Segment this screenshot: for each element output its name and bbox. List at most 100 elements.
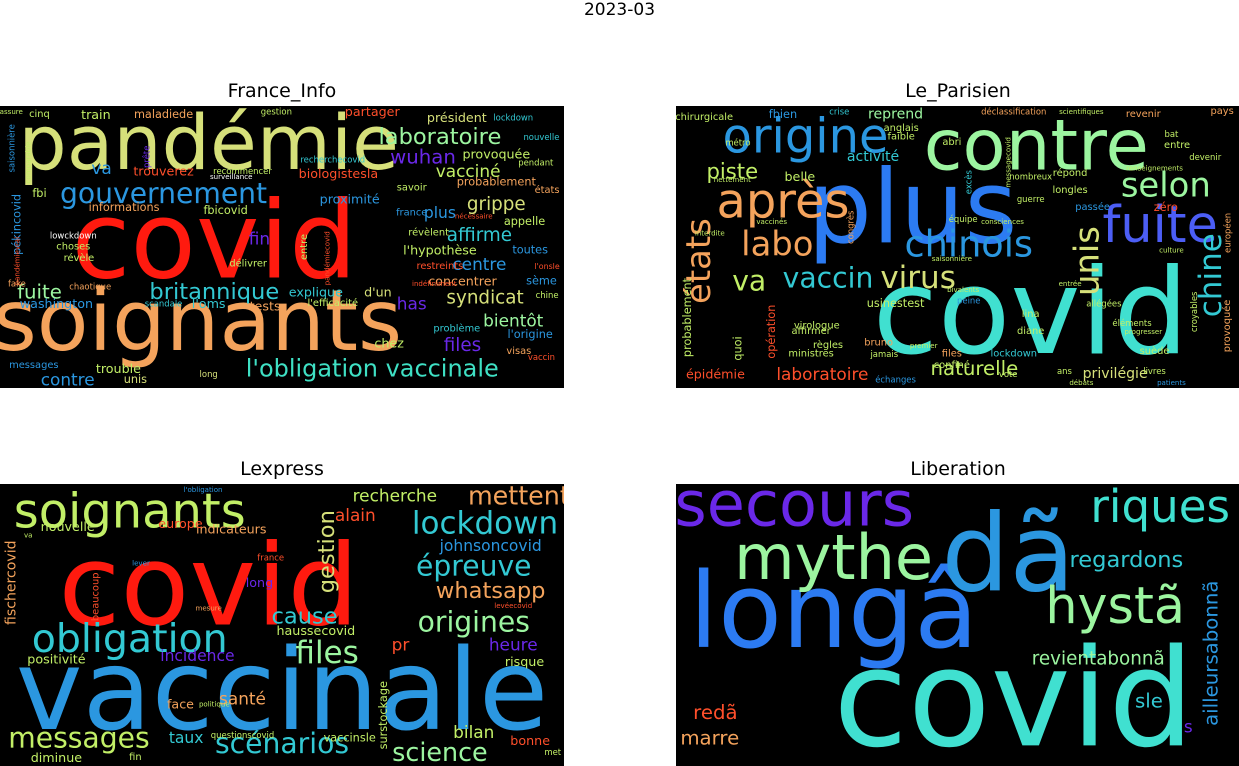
cloud-word: johnsoncovid <box>439 537 542 555</box>
cloud-word: provoquée <box>1221 300 1233 353</box>
cloud-word: plus <box>424 204 456 222</box>
cloud-word: lever <box>132 558 150 567</box>
cloud-word: zéro <box>1154 201 1178 214</box>
cloud-word: messages <box>8 721 149 754</box>
cloud-word: opération <box>765 305 778 359</box>
cloud-word: revientabonnã <box>1032 648 1165 669</box>
cloud-word: métro <box>725 138 750 148</box>
cloud-word: bat <box>1165 129 1180 139</box>
cloud-word: chine <box>1193 233 1229 317</box>
cloud-word: privilégie <box>1083 366 1148 382</box>
cloud-word: abri <box>942 137 961 148</box>
cloud-word: indéfiniment <box>412 279 457 288</box>
wordcloud-france-info: covid pandémie soignants gouvernement britan… <box>0 106 564 388</box>
cloud-word: heure <box>489 635 538 655</box>
cloud-word: face <box>167 696 194 711</box>
cloud-word: naturelle <box>930 357 1018 380</box>
cloud-word: va <box>24 530 33 539</box>
cloud-word: délivrer <box>229 257 268 269</box>
cloud-word: échanges <box>875 375 916 385</box>
cloud-word: lowckdown <box>50 231 97 241</box>
cloud-word: mythe <box>734 521 933 594</box>
cloud-word: pays <box>1210 106 1233 117</box>
cloud-word: vaccinale <box>16 624 549 756</box>
cloud-word: saisonnière <box>932 254 972 263</box>
cloud-word: centre <box>452 254 506 274</box>
cloud-word: s <box>1184 717 1193 737</box>
cloud-word: appelle <box>504 215 545 228</box>
cloud-word: france <box>396 208 427 219</box>
cloud-word: scénarios <box>215 727 349 760</box>
cloud-word: files <box>942 349 962 360</box>
cloud-word: président <box>427 110 487 125</box>
cloud-word: vacciné <box>436 161 501 181</box>
cloud-word: mettent <box>468 484 564 510</box>
panel-title-lexpress: Lexpress <box>240 458 324 480</box>
cloud-word: gouvernement <box>60 177 267 210</box>
cloud-word: soignants <box>14 485 246 540</box>
cloud-word: wuhan <box>390 145 456 168</box>
cloud-word: covid <box>58 520 359 652</box>
cloud-word: lockdown <box>991 349 1038 360</box>
cloud-word: allégées <box>1086 298 1121 308</box>
cloud-word: passée <box>1075 201 1110 213</box>
cloud-word: comparable <box>24 141 33 183</box>
cloud-word: grippe <box>467 194 526 215</box>
cloud-word: washington <box>20 296 93 311</box>
cloud-word: covid <box>833 619 1194 766</box>
cloud-word: restreints <box>417 261 464 272</box>
cloud-word: train <box>81 107 111 122</box>
cloud-word: fuite <box>17 281 62 304</box>
panel-title-france-info: France_Info <box>227 80 337 102</box>
cloud-word: consciences <box>981 217 1024 226</box>
cloud-word: redã <box>693 701 737 724</box>
cloud-word: recherche <box>353 485 437 505</box>
cloud-word: messages <box>9 360 58 371</box>
cloud-word: interdite <box>695 228 725 237</box>
cloud-word: croyables <box>1189 292 1199 333</box>
cloud-word: fischercovid <box>3 540 19 625</box>
cloud-word: états <box>535 184 560 196</box>
cloud-word: l'onsle <box>534 262 559 271</box>
cloud-word: hystã <box>1045 576 1185 635</box>
cloud-word: chinois <box>905 223 1034 266</box>
cloud-word: ailleursabonnã <box>1199 581 1222 726</box>
panel-title-liberation: Liberation <box>910 458 1006 480</box>
cloud-word: affirme <box>447 225 512 246</box>
cloud-word: fbicovid <box>203 204 247 217</box>
cloud-word: long <box>200 369 218 379</box>
cloud-word: laboratoire <box>776 364 868 384</box>
cloud-word: britannique <box>149 279 279 305</box>
cloud-word: origines <box>418 606 530 639</box>
cloud-word: beaucoup <box>90 573 101 622</box>
cloud-word: usinestest <box>867 297 925 310</box>
cloud-word: diane <box>1017 326 1044 337</box>
cloud-word: surveillance <box>210 172 252 181</box>
cloud-word: vaccin <box>528 352 555 362</box>
cloud-word: indicateurs <box>196 522 267 537</box>
cloud-word: informations <box>89 201 160 214</box>
cloud-word: équipe <box>949 214 978 224</box>
cloud-word: sème <box>526 274 557 287</box>
cloud-word: files <box>295 635 358 671</box>
cloud-word: l'origine <box>508 328 553 341</box>
cloud-word: bruno <box>864 337 893 348</box>
cloud-word: l'obligation <box>184 485 223 494</box>
cloud-word: bientôt <box>483 310 544 330</box>
cloud-word: patients <box>1157 378 1186 387</box>
cloud-word: bonne <box>510 733 550 748</box>
cloud-word: met <box>544 747 561 757</box>
cloud-word: trouverez <box>133 163 194 178</box>
cloud-word: diminue <box>31 750 83 765</box>
cloud-word: scientifiques <box>1059 107 1104 116</box>
cloud-word: provoquée <box>462 146 530 161</box>
cloud-word: saisonnière <box>6 124 16 172</box>
cloud-word: fuite <box>1103 195 1218 254</box>
cloud-word: lina <box>1022 309 1040 320</box>
cloud-word: d'un <box>364 285 392 300</box>
cloud-word: recommencer <box>213 166 272 176</box>
cloud-word: incidence <box>160 647 234 665</box>
cloud-word: vaccinés <box>756 217 787 226</box>
cloud-word: positivité <box>27 651 85 666</box>
